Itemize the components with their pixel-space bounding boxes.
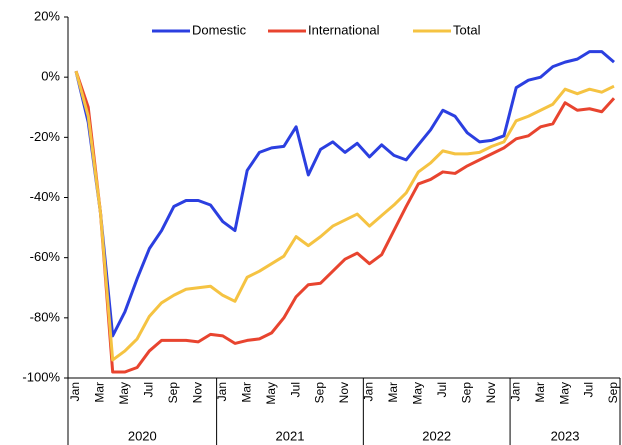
x-tick-label: Sep xyxy=(313,382,327,404)
line-series xyxy=(74,50,615,338)
y-tick-label: -80% xyxy=(30,309,61,324)
x-tick-label: Jul xyxy=(582,382,596,397)
line-series xyxy=(74,70,616,374)
x-tick-label: Nov xyxy=(190,382,204,403)
x-tick-label: Mar xyxy=(533,382,547,403)
legend-label: Total xyxy=(453,22,481,37)
x-tick-label: Nov xyxy=(484,382,498,403)
x-tick-label: Jul xyxy=(288,382,302,397)
y-tick-label: -100% xyxy=(22,369,60,384)
x-tick-label: May xyxy=(117,382,131,405)
x-tick-label: Sep xyxy=(166,382,180,404)
x-tick-label: Mar xyxy=(93,382,107,403)
legend-label: Domestic xyxy=(192,22,247,37)
y-tick-label: 20% xyxy=(34,8,60,23)
x-tick-label: May xyxy=(557,382,571,405)
x-tick-label: Jan xyxy=(508,382,522,401)
x-tick-label: Sep xyxy=(459,382,473,404)
x-group-label: 2023 xyxy=(551,428,580,443)
x-tick-label: Mar xyxy=(239,382,253,403)
x-group-label: 2021 xyxy=(276,428,305,443)
x-tick-label: Jan xyxy=(68,382,82,401)
x-group-label: 2020 xyxy=(128,428,157,443)
x-tick-label: Jan xyxy=(362,382,376,401)
x-tick-label: May xyxy=(264,382,278,405)
y-tick-label: 0% xyxy=(41,69,60,84)
x-group-label: 2022 xyxy=(422,428,451,443)
x-tick-label: Jan xyxy=(215,382,229,401)
x-tick-label: Jul xyxy=(435,382,449,397)
x-tick-label: Jul xyxy=(142,382,156,397)
x-tick-label: May xyxy=(411,382,425,405)
x-tick-label: Nov xyxy=(337,382,351,403)
y-tick-label: -60% xyxy=(30,249,61,264)
y-tick-label: -20% xyxy=(30,129,61,144)
x-tick-label: Sep xyxy=(606,382,620,404)
legend-label: International xyxy=(308,22,380,37)
line-series xyxy=(74,70,615,362)
y-tick-label: -40% xyxy=(30,189,61,204)
x-tick-label: Mar xyxy=(386,382,400,403)
